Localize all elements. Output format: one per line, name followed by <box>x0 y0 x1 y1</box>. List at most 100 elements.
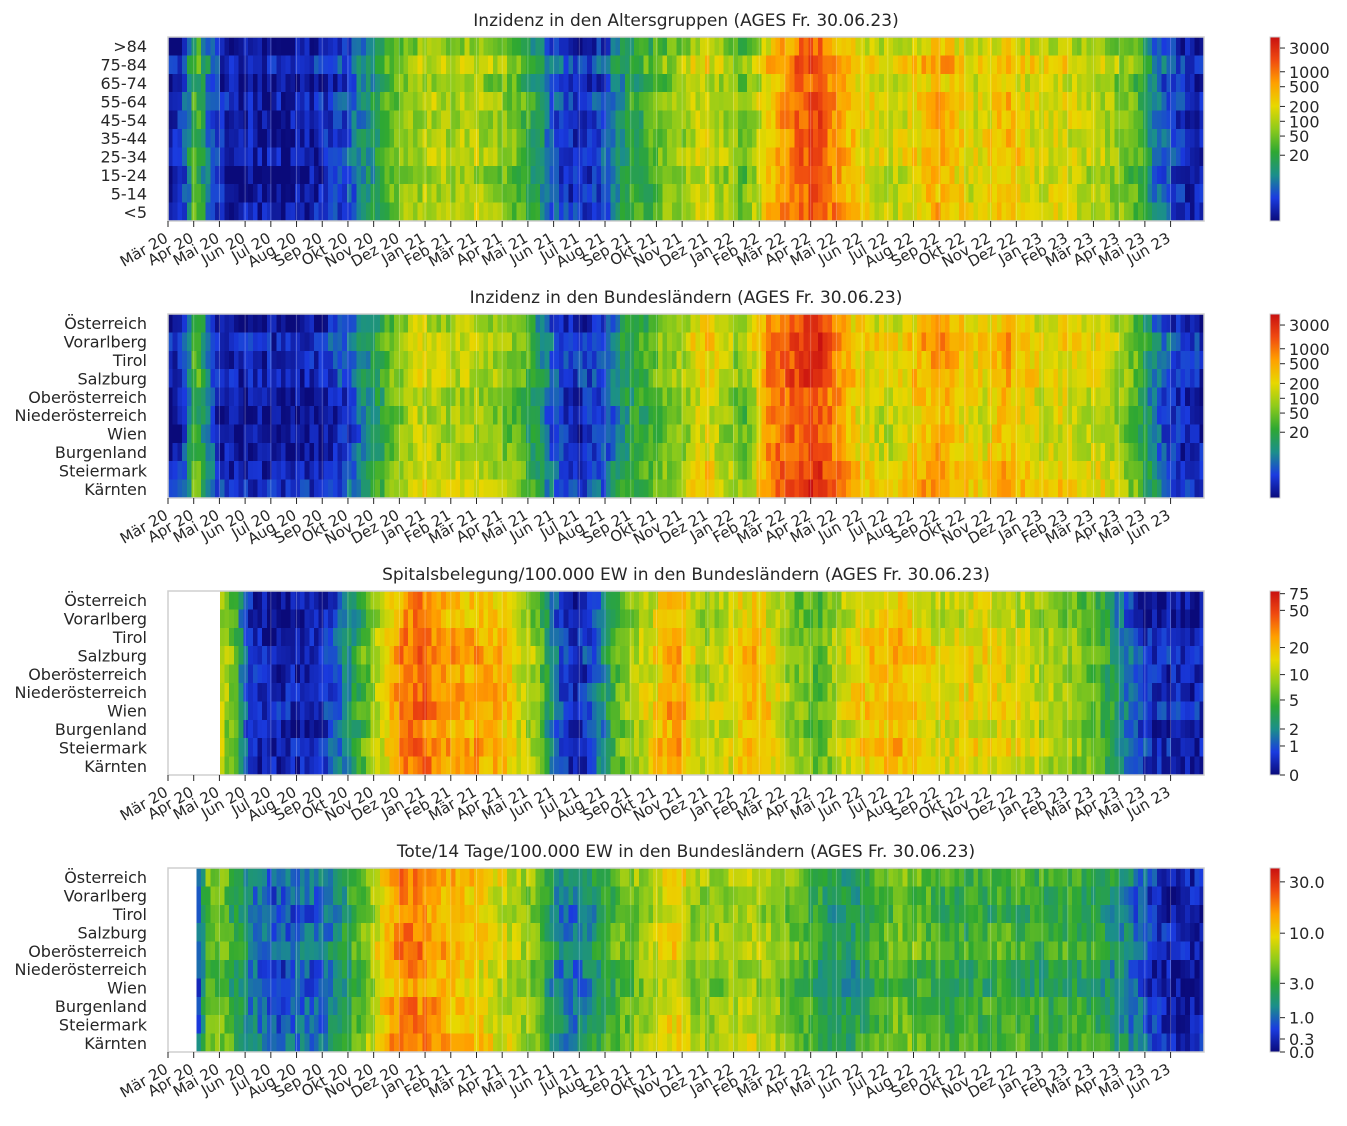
heatmap-cell <box>412 424 419 444</box>
heatmap-cell <box>205 406 211 425</box>
heatmap-cell <box>638 129 645 148</box>
heatmap-cell <box>667 37 673 56</box>
heatmap-cell <box>1142 37 1149 56</box>
heatmap-cell <box>916 406 923 425</box>
heatmap-cell <box>1109 184 1116 204</box>
heatmap-cell <box>417 350 423 370</box>
heatmap-cell <box>379 461 386 481</box>
heatmap-cell <box>389 165 395 185</box>
heatmap-cell <box>1180 461 1186 481</box>
heatmap-cell <box>346 110 353 130</box>
heatmap-cell <box>733 129 739 148</box>
heatmap-cell <box>436 350 442 370</box>
heatmap-cell <box>770 332 777 352</box>
heatmap-cell <box>620 369 626 389</box>
heatmap-cell <box>224 424 230 444</box>
heatmap-cell <box>879 387 885 407</box>
heatmap-cell <box>977 406 984 425</box>
heatmap-cell <box>450 129 456 148</box>
heatmap-cell <box>257 369 263 389</box>
heatmap-cell <box>643 55 649 75</box>
heatmap-cell <box>323 55 329 75</box>
heatmap-cell <box>276 756 282 776</box>
heatmap-cell <box>210 369 216 389</box>
heatmap-cell <box>1034 314 1040 333</box>
heatmap-cell <box>492 442 499 462</box>
heatmap-cell <box>497 147 503 167</box>
heatmap-cell <box>337 609 343 629</box>
heatmap-cell <box>535 184 541 204</box>
heatmap-cell <box>1020 92 1026 112</box>
heatmap-cell <box>233 37 240 56</box>
heatmap-cell <box>709 202 715 222</box>
heatmap-cell <box>817 442 824 462</box>
heatmap-cell <box>554 387 560 407</box>
heatmap-cell <box>690 147 697 167</box>
heatmap-cell <box>893 55 899 75</box>
heatmap-cell <box>935 406 941 425</box>
heatmap-cell <box>535 369 541 389</box>
heatmap-cell <box>775 387 781 407</box>
heatmap-cell <box>987 424 993 444</box>
heatmap-cell <box>257 719 263 739</box>
heatmap-cell <box>1166 369 1172 389</box>
heatmap-cell <box>511 73 518 93</box>
heatmap-cell <box>558 73 565 93</box>
heatmap-cell <box>238 461 244 481</box>
heatmap-cell <box>238 609 244 629</box>
heatmap-cell <box>916 147 923 167</box>
heatmap-cell <box>1025 184 1031 204</box>
heatmap-cell <box>290 314 296 333</box>
heatmap-cell <box>733 202 739 222</box>
heatmap-cell <box>794 165 800 185</box>
heatmap-cell <box>436 461 442 481</box>
heatmap-cell <box>398 461 405 481</box>
heatmap-cell <box>521 442 527 462</box>
heatmap-cell <box>1175 387 1182 407</box>
heatmap-cell <box>295 461 301 481</box>
heatmap-cell <box>671 442 678 462</box>
heatmap-cell <box>982 37 988 56</box>
heatmap-cell <box>775 406 781 425</box>
heatmap-cell <box>1100 202 1106 222</box>
heatmap-cell <box>761 350 767 370</box>
heatmap-cell <box>563 406 569 425</box>
heatmap-cell <box>766 461 772 481</box>
heatmap-cell <box>695 350 701 370</box>
heatmap-cell <box>761 369 767 389</box>
heatmap-cell <box>1062 129 1069 148</box>
heatmap-cell <box>200 387 207 407</box>
heatmap-cell <box>572 92 579 112</box>
heatmap-cell <box>469 165 475 185</box>
heatmap-cell <box>182 92 188 112</box>
heatmap-cell <box>1081 461 1087 481</box>
heatmap-cell <box>704 73 711 93</box>
heatmap-cell <box>445 37 452 56</box>
heatmap-cell <box>233 683 240 702</box>
heatmap-cell <box>987 461 993 481</box>
heatmap-cell <box>572 73 579 93</box>
heatmap-cell <box>690 165 697 185</box>
heatmap-cell <box>850 55 857 75</box>
heatmap-cell <box>1058 92 1064 112</box>
heatmap-cell <box>836 332 842 352</box>
heatmap-cell <box>544 424 551 444</box>
heatmap-cell <box>742 165 748 185</box>
heatmap-cell <box>215 314 221 333</box>
heatmap-cell <box>1114 424 1120 444</box>
heatmap-cell <box>634 479 640 499</box>
heatmap-cell <box>497 55 503 75</box>
heatmap-cell <box>464 332 470 352</box>
heatmap-cell <box>215 110 221 130</box>
heatmap-cell <box>507 147 513 167</box>
heatmap-cell <box>977 461 984 481</box>
heatmap-cell <box>431 55 438 75</box>
heatmap-cell <box>309 129 315 148</box>
heatmap-cell <box>973 184 979 204</box>
heatmap-cell <box>718 92 725 112</box>
heatmap-cell <box>469 129 475 148</box>
heatmap-cell <box>977 442 984 462</box>
heatmap-cell <box>690 92 697 112</box>
heatmap-cell <box>648 55 654 75</box>
heatmap-cell <box>1199 147 1205 167</box>
